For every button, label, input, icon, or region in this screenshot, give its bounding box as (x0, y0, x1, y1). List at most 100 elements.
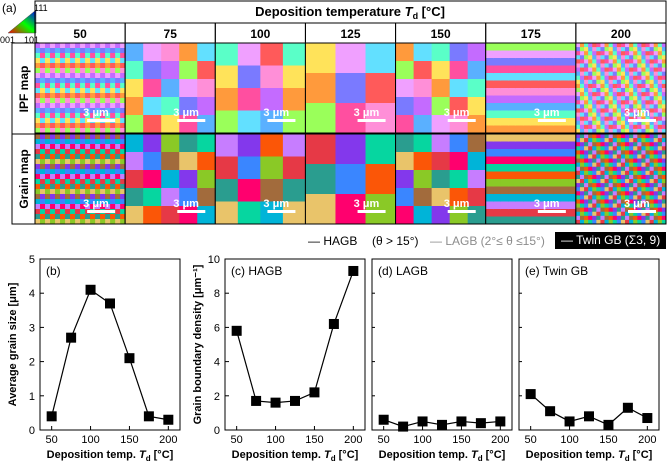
grain-cell (70, 58, 76, 64)
grain-cell (493, 125, 502, 134)
grain-cell (616, 215, 622, 221)
y-tick-label: 4 (214, 357, 220, 369)
grain-cell (584, 170, 589, 176)
grain-cell (545, 65, 554, 74)
grain-cell (629, 158, 634, 164)
grain-cell (515, 194, 524, 202)
grain-cell (588, 59, 593, 64)
grain-cell (35, 108, 41, 114)
grain-cell (575, 215, 581, 221)
scale-bar-label: 3 μm (354, 107, 380, 119)
grain-cell (523, 103, 532, 111)
grain-cell (179, 170, 198, 189)
grain-cell (649, 138, 655, 143)
grain-cell (50, 139, 56, 145)
grain-cell (596, 71, 601, 77)
grain-cell (637, 215, 642, 221)
grain-cell (485, 73, 494, 81)
grain-cell (85, 144, 91, 150)
grain-cell (75, 144, 81, 150)
grain-cell (493, 103, 502, 111)
grain-cell (467, 97, 487, 116)
grain-cell (588, 88, 593, 93)
grain-cell (579, 59, 585, 64)
grain-cell (661, 112, 667, 118)
grain-cell (616, 79, 622, 85)
grain-cell (65, 194, 71, 200)
grain-cell (641, 150, 647, 155)
grain-cell (604, 88, 610, 93)
grain-cell (413, 134, 433, 153)
grain-cell (45, 219, 51, 225)
grain-cell (661, 96, 667, 101)
grain-cell (575, 183, 581, 188)
grain-cell (493, 118, 502, 126)
grain-cell (70, 194, 76, 200)
grain-cell (55, 184, 61, 190)
grain-cell (85, 108, 91, 114)
grain-cell (579, 162, 585, 168)
grain-cell (65, 154, 71, 160)
grain-cell (661, 158, 667, 164)
grain-cell (75, 174, 81, 180)
grain-cell (55, 159, 61, 165)
grain-cell (60, 98, 66, 104)
grain-cell (60, 149, 66, 155)
grain-cell (604, 128, 610, 134)
grain-cell (449, 152, 469, 171)
grain-cell (568, 134, 577, 142)
grain-cell (105, 83, 111, 89)
grain-cell (649, 166, 655, 172)
grain-cell (575, 88, 581, 93)
grain-cell (625, 83, 630, 89)
grain-cell (653, 207, 659, 213)
grain-cell (612, 179, 618, 184)
grain-cell (115, 219, 121, 225)
ipf-map-50: 3 μm (34, 42, 126, 134)
ipf-key: 111 001 101 (0, 3, 48, 45)
grain-cell (575, 116, 581, 122)
grain-cell (179, 79, 198, 98)
grain-cell (629, 96, 634, 101)
grain-cell (35, 88, 41, 94)
grain-cell (55, 83, 61, 89)
grain-cell (60, 63, 66, 69)
grain-cell (633, 92, 638, 97)
y-tick-label: 10 (208, 254, 220, 266)
grain-cell (85, 189, 91, 195)
grain-cell (604, 79, 610, 85)
grain-cell (35, 68, 41, 74)
grain-cell (588, 79, 593, 85)
grain-cell (575, 211, 581, 217)
grain-cell (45, 209, 51, 215)
grain-cell (179, 97, 198, 116)
grain-cell (35, 58, 41, 64)
grain-cell (584, 108, 589, 114)
grain-cell (538, 65, 547, 74)
grain-cell (629, 43, 634, 48)
grain-cell (620, 108, 626, 114)
grain-cell (80, 58, 86, 64)
grain-cell (625, 174, 630, 180)
grain-cell (65, 164, 71, 170)
grain-cell (35, 73, 41, 79)
grain-cell (579, 158, 585, 164)
grain-cell (55, 179, 61, 185)
grain-cell (584, 55, 589, 60)
grain-cell (120, 214, 126, 220)
grain-cell (616, 191, 622, 196)
grain-cell (45, 78, 51, 84)
grain-cell (579, 170, 585, 176)
grain-cell (600, 108, 606, 114)
map-frame (575, 133, 667, 225)
grain-cell (657, 88, 663, 93)
grain-cell (237, 88, 261, 111)
grain-cell (641, 92, 647, 97)
grain-cell (575, 104, 581, 109)
grain-cell (100, 144, 106, 150)
y-axis-label: Average grain size [μm] (7, 282, 19, 406)
grain-cell (50, 204, 56, 210)
grain-cell (612, 59, 618, 64)
grain-cell (75, 219, 81, 225)
grain-cell (110, 164, 116, 170)
